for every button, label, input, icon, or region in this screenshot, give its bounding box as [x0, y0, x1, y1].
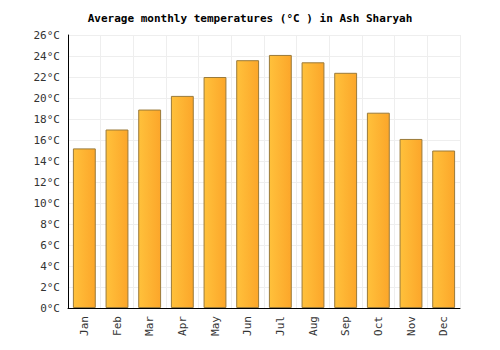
svg-text:20°C: 20°C — [34, 92, 61, 105]
svg-text:4°C: 4°C — [40, 260, 60, 273]
svg-text:6°C: 6°C — [40, 239, 60, 252]
svg-text:Nov: Nov — [405, 316, 418, 336]
svg-text:16°C: 16°C — [34, 134, 61, 147]
svg-text:May: May — [209, 316, 222, 336]
svg-text:12°C: 12°C — [34, 176, 61, 189]
svg-text:Average monthly temperatures (: Average monthly temperatures (°C ) in As… — [88, 12, 413, 25]
svg-text:Feb: Feb — [111, 316, 124, 336]
svg-text:26°C: 26°C — [34, 29, 61, 42]
svg-text:8°C: 8°C — [40, 218, 60, 231]
svg-text:10°C: 10°C — [34, 197, 61, 210]
svg-text:22°C: 22°C — [34, 71, 61, 84]
svg-text:0°C: 0°C — [40, 302, 60, 315]
svg-text:Sep: Sep — [339, 316, 352, 336]
svg-text:24°C: 24°C — [34, 50, 61, 63]
svg-text:18°C: 18°C — [34, 113, 61, 126]
svg-text:2°C: 2°C — [40, 281, 60, 294]
svg-text:Jun: Jun — [241, 316, 254, 336]
svg-text:Jan: Jan — [78, 316, 91, 336]
svg-text:Oct: Oct — [372, 316, 385, 336]
svg-text:14°C: 14°C — [34, 155, 61, 168]
svg-text:Apr: Apr — [176, 316, 189, 336]
svg-text:Aug: Aug — [307, 316, 320, 336]
svg-text:Mar: Mar — [143, 316, 156, 336]
svg-text:Dec: Dec — [437, 316, 450, 336]
svg-text:Jul: Jul — [274, 316, 287, 336]
